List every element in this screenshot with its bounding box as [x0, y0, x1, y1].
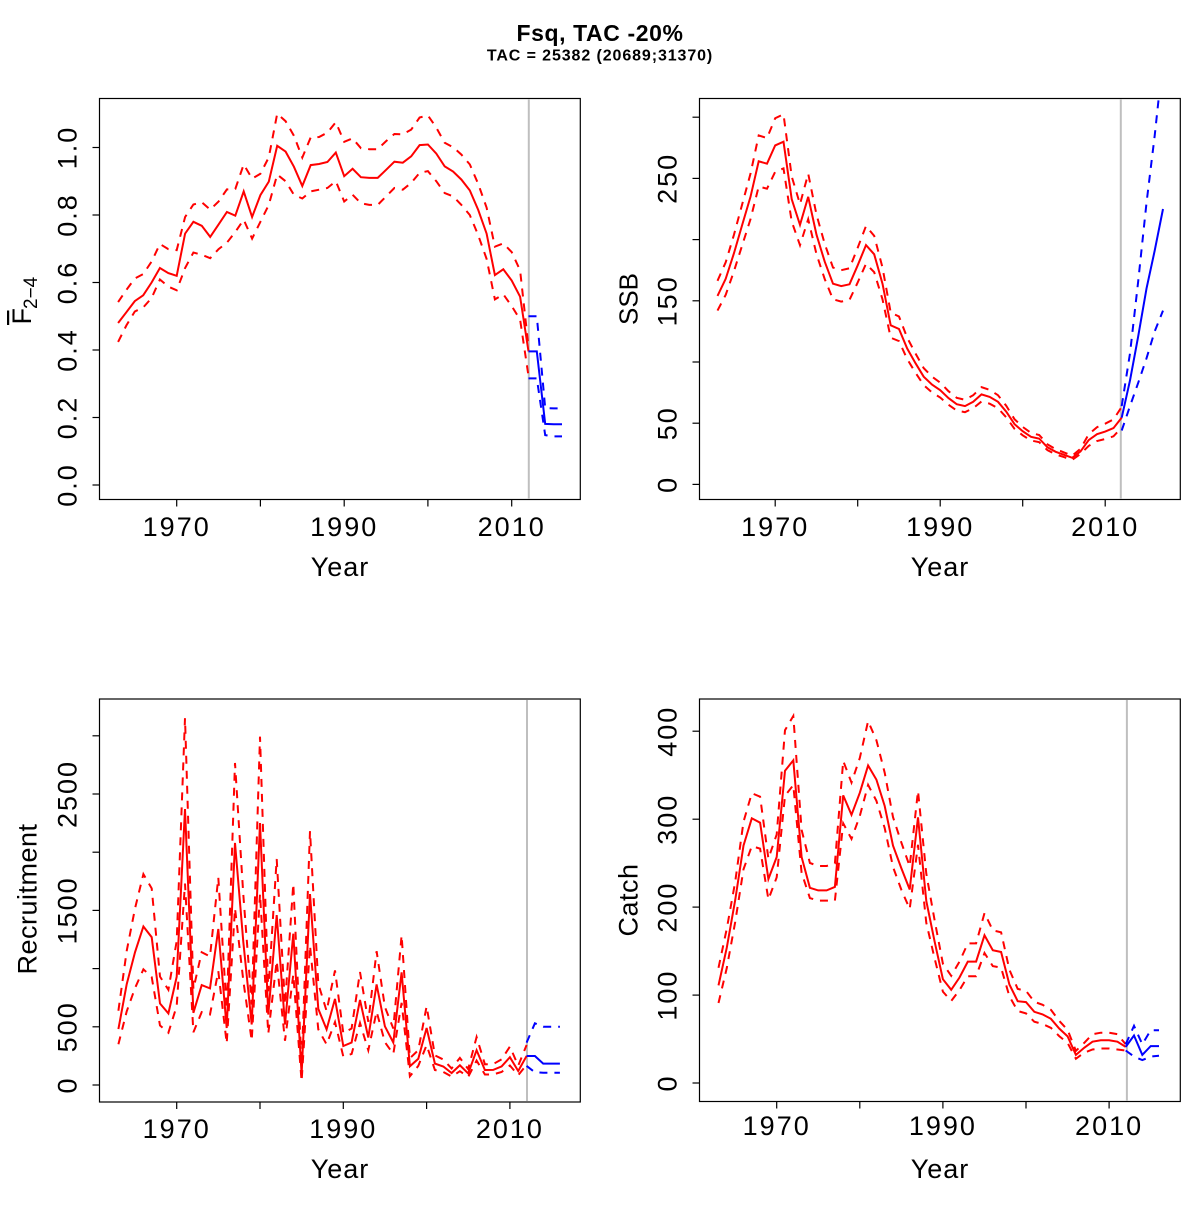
- svg-text:0: 0: [52, 1076, 82, 1093]
- svg-text:0: 0: [653, 476, 683, 493]
- svg-text:400: 400: [653, 706, 683, 757]
- svg-text:2010: 2010: [478, 512, 546, 542]
- svg-text:1970: 1970: [143, 512, 211, 542]
- svg-text:0: 0: [653, 1074, 683, 1091]
- svg-text:2010: 2010: [476, 1114, 544, 1144]
- svg-text:1970: 1970: [743, 1111, 811, 1141]
- svg-text:2010: 2010: [1075, 1111, 1143, 1141]
- svg-text:0.8: 0.8: [52, 193, 82, 237]
- svg-text:1990: 1990: [310, 512, 378, 542]
- svg-text:Catch: Catch: [614, 863, 644, 936]
- svg-text:1970: 1970: [741, 512, 809, 542]
- svg-text:Year: Year: [911, 552, 970, 582]
- svg-text:2500: 2500: [52, 760, 82, 828]
- svg-text:1990: 1990: [909, 1111, 977, 1141]
- svg-text:Year: Year: [311, 1154, 370, 1184]
- svg-text:TAC = 25382 (20689;31370): TAC = 25382 (20689;31370): [487, 48, 713, 65]
- svg-text:SSB: SSB: [614, 273, 644, 325]
- svg-text:300: 300: [653, 794, 683, 845]
- svg-text:1.0: 1.0: [52, 126, 82, 170]
- svg-text:1990: 1990: [309, 1114, 377, 1144]
- svg-text:0.6: 0.6: [52, 261, 82, 305]
- svg-text:2−4: 2−4: [21, 276, 42, 309]
- svg-text:Recruitment: Recruitment: [13, 823, 43, 974]
- svg-text:0.4: 0.4: [52, 328, 82, 372]
- svg-text:500: 500: [52, 1001, 82, 1052]
- svg-text:Year: Year: [311, 552, 370, 582]
- svg-text:Year: Year: [911, 1154, 970, 1184]
- svg-text:200: 200: [653, 882, 683, 933]
- svg-text:0.2: 0.2: [52, 396, 82, 440]
- svg-text:100: 100: [653, 970, 683, 1021]
- svg-text:1990: 1990: [906, 512, 974, 542]
- svg-text:250: 250: [653, 153, 683, 204]
- svg-text:1500: 1500: [52, 876, 82, 944]
- svg-text:0.0: 0.0: [52, 463, 82, 507]
- svg-text:150: 150: [653, 275, 683, 326]
- svg-text:50: 50: [653, 406, 683, 440]
- svg-text:Fsq, TAC -20%: Fsq, TAC -20%: [516, 20, 683, 46]
- svg-text:1970: 1970: [143, 1114, 211, 1144]
- svg-text:2010: 2010: [1071, 512, 1139, 542]
- svg-text:F: F: [7, 308, 37, 325]
